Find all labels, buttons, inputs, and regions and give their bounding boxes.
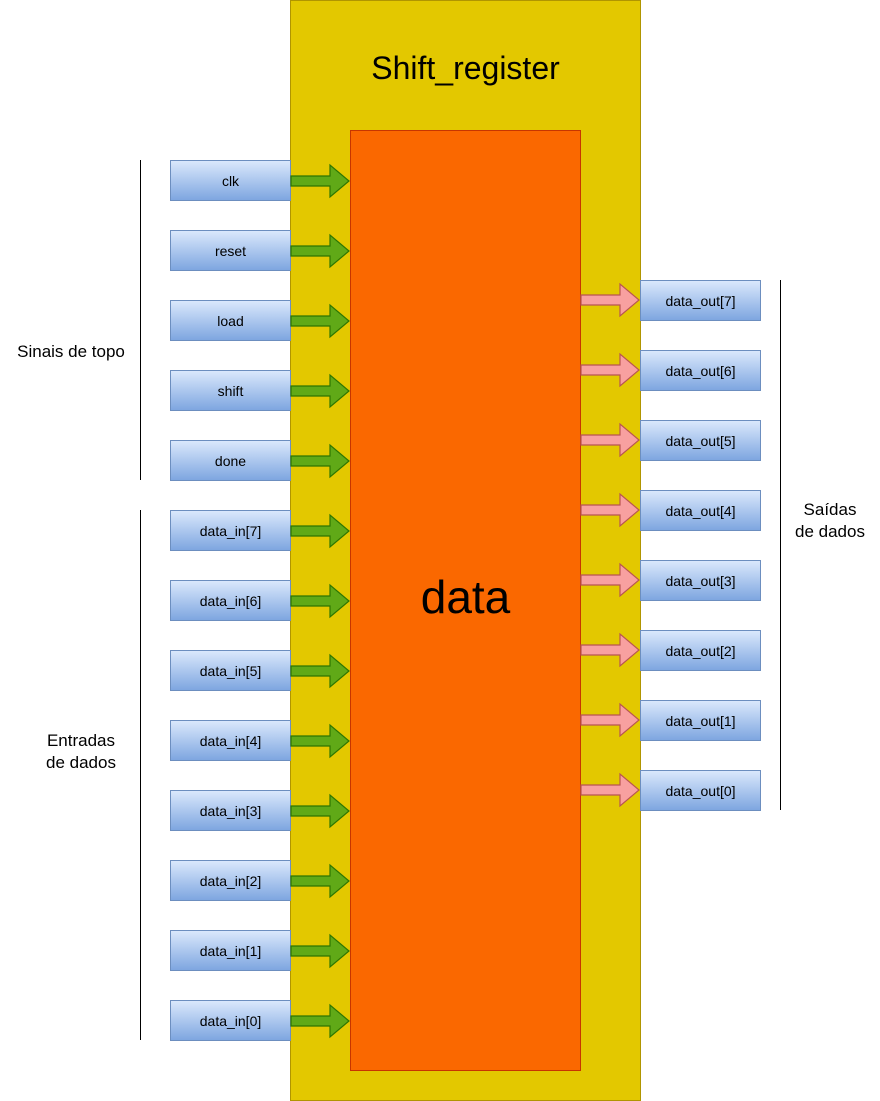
input-arrow-reset: [290, 233, 350, 269]
output-data-out3: data_out[3]: [640, 560, 761, 601]
output-data-out6: data_out[6]: [640, 350, 761, 391]
data-outputs-label: Saídas de dados: [795, 500, 865, 541]
data-inputs-label: Entradas de dados: [46, 731, 116, 772]
input-arrow-shift: [290, 373, 350, 409]
output-arrow-data-out2: [580, 632, 640, 668]
input-arrow-data-in4: [290, 723, 350, 759]
data-outputs-bracket: [780, 280, 781, 810]
top-signals-label: Sinais de topo: [17, 342, 125, 361]
input-data-in7: data_in[7]: [170, 510, 291, 551]
input-arrow-data-in5: [290, 653, 350, 689]
output-arrow-data-out5: [580, 422, 640, 458]
input-data-in0: data_in[0]: [170, 1000, 291, 1041]
output-arrow-data-out6: [580, 352, 640, 388]
output-data-out1: data_out[1]: [640, 700, 761, 741]
output-data-out2: data_out[2]: [640, 630, 761, 671]
input-shift: shift: [170, 370, 291, 411]
input-clk: clk: [170, 160, 291, 201]
input-arrow-data-in6: [290, 583, 350, 619]
output-arrow-data-out4: [580, 492, 640, 528]
output-arrow-data-out3: [580, 562, 640, 598]
input-done: done: [170, 440, 291, 481]
top-signals-bracket: [140, 160, 141, 480]
output-data-out0: data_out[0]: [640, 770, 761, 811]
output-data-out5: data_out[5]: [640, 420, 761, 461]
input-data-in1: data_in[1]: [170, 930, 291, 971]
output-arrow-data-out7: [580, 282, 640, 318]
input-arrow-data-in2: [290, 863, 350, 899]
block-title: Shift_register: [371, 50, 560, 86]
output-arrow-data-out1: [580, 702, 640, 738]
input-arrow-data-in1: [290, 933, 350, 969]
data-block: [350, 130, 581, 1071]
data-inputs-bracket: [140, 510, 141, 1040]
input-load: load: [170, 300, 291, 341]
output-data-out4: data_out[4]: [640, 490, 761, 531]
data-block-label: data: [420, 571, 511, 623]
input-data-in4: data_in[4]: [170, 720, 291, 761]
output-data-out7: data_out[7]: [640, 280, 761, 321]
input-arrow-data-in7: [290, 513, 350, 549]
input-arrow-done: [290, 443, 350, 479]
input-arrow-load: [290, 303, 350, 339]
input-data-in5: data_in[5]: [170, 650, 291, 691]
input-arrow-clk: [290, 163, 350, 199]
input-data-in2: data_in[2]: [170, 860, 291, 901]
input-reset: reset: [170, 230, 291, 271]
output-arrow-data-out0: [580, 772, 640, 808]
input-arrow-data-in3: [290, 793, 350, 829]
input-data-in6: data_in[6]: [170, 580, 291, 621]
input-arrow-data-in0: [290, 1003, 350, 1039]
input-data-in3: data_in[3]: [170, 790, 291, 831]
